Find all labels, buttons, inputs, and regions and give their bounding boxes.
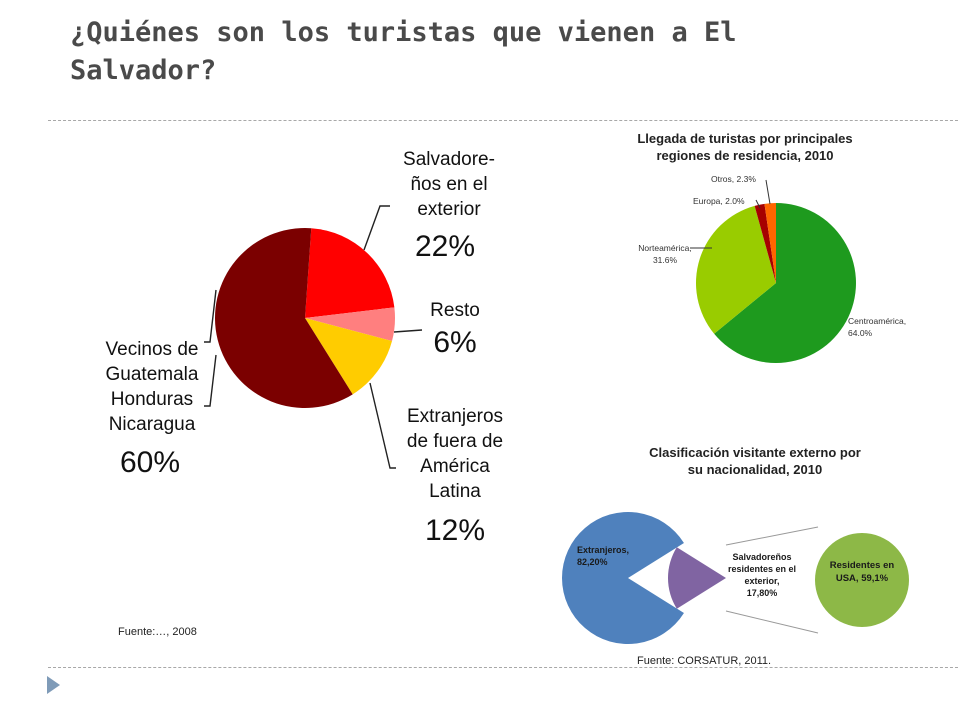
slice-pct-label: 60% bbox=[120, 446, 180, 479]
pie-slice bbox=[714, 203, 856, 364]
slice-label: América bbox=[420, 456, 490, 477]
slice-label: Otros, 2.3% bbox=[711, 174, 756, 184]
slice-label: 31.6% bbox=[653, 255, 678, 265]
slice-pct-label: 6% bbox=[433, 326, 476, 359]
slice-label: Salvadoreños bbox=[732, 552, 791, 562]
slice-label: Residentes en bbox=[830, 560, 895, 571]
pie-slice bbox=[305, 307, 396, 341]
slice-label: USA, 59,1% bbox=[836, 573, 889, 584]
source-right: Fuente: CORSATUR, 2011. bbox=[637, 655, 772, 667]
slice-label: Salvadore- bbox=[403, 149, 495, 170]
slice-label: Extranjeros, bbox=[577, 545, 629, 555]
source-left: Fuente:…, 2008 bbox=[118, 626, 197, 638]
chart2-title: Llegada de turistas por principales regi… bbox=[600, 130, 890, 164]
pie-slice bbox=[305, 228, 395, 318]
top-divider bbox=[48, 120, 960, 121]
connector-line bbox=[725, 526, 819, 546]
slice-label: ños en el bbox=[410, 174, 487, 195]
slice-label: Guatemala bbox=[106, 364, 199, 385]
slide-title: ¿Quiénes son los turistas que vienen a E… bbox=[70, 17, 737, 86]
chart2-title-line: Llegada de turistas por principales bbox=[637, 131, 853, 146]
leader-line bbox=[363, 205, 390, 251]
breakdown-circle bbox=[815, 533, 909, 627]
bottom-divider bbox=[48, 667, 960, 668]
slice-pct-label: 12% bbox=[425, 514, 485, 547]
pie-slice bbox=[754, 203, 776, 283]
leader-line bbox=[755, 199, 761, 209]
slice-label: exterior, bbox=[744, 576, 779, 586]
slice-label: Europa, 2.0% bbox=[693, 196, 745, 206]
slice-label: Vecinos de bbox=[106, 339, 199, 360]
slice-label: Latina bbox=[429, 481, 481, 502]
slice-label: de fuera de bbox=[407, 431, 503, 452]
pie-slice bbox=[214, 227, 353, 408]
slice-label: residentes en el bbox=[728, 564, 796, 574]
pie-slice bbox=[695, 205, 776, 334]
slice-pct-label: 22% bbox=[415, 230, 475, 263]
slice-label: 64.0% bbox=[848, 328, 873, 338]
leader-line bbox=[393, 329, 423, 333]
slide-corner-arrow-icon bbox=[47, 676, 60, 694]
chart3-title-line: Clasificación visitante externo por bbox=[649, 445, 861, 460]
slice-label: Norteamérica, bbox=[638, 243, 691, 253]
leader-line bbox=[369, 382, 396, 469]
pie-slice bbox=[764, 203, 776, 283]
pie-slice bbox=[305, 318, 393, 395]
chart3-title-line: su nacionalidad, 2010 bbox=[687, 462, 823, 477]
pie-slice bbox=[667, 547, 726, 609]
slice-label: Extranjeros bbox=[407, 406, 503, 427]
chart2-title-line: regiones de residencia, 2010 bbox=[656, 148, 834, 163]
slice-label: Honduras bbox=[111, 389, 193, 410]
leader-line bbox=[204, 354, 217, 407]
leader-line bbox=[204, 289, 217, 343]
slice-label: 17,80% bbox=[747, 588, 778, 598]
pie-slice bbox=[562, 512, 684, 644]
slice-label: Resto bbox=[430, 300, 480, 321]
slice-label: exterior bbox=[417, 199, 481, 220]
slice-label: Nicaragua bbox=[109, 414, 196, 435]
chart3-title: Clasificación visitante externo por su n… bbox=[600, 444, 910, 478]
leader-line bbox=[765, 179, 771, 205]
slice-label: 82,20% bbox=[577, 557, 608, 567]
slice-label: Centroamérica, bbox=[848, 316, 906, 326]
connector-line bbox=[725, 610, 819, 634]
